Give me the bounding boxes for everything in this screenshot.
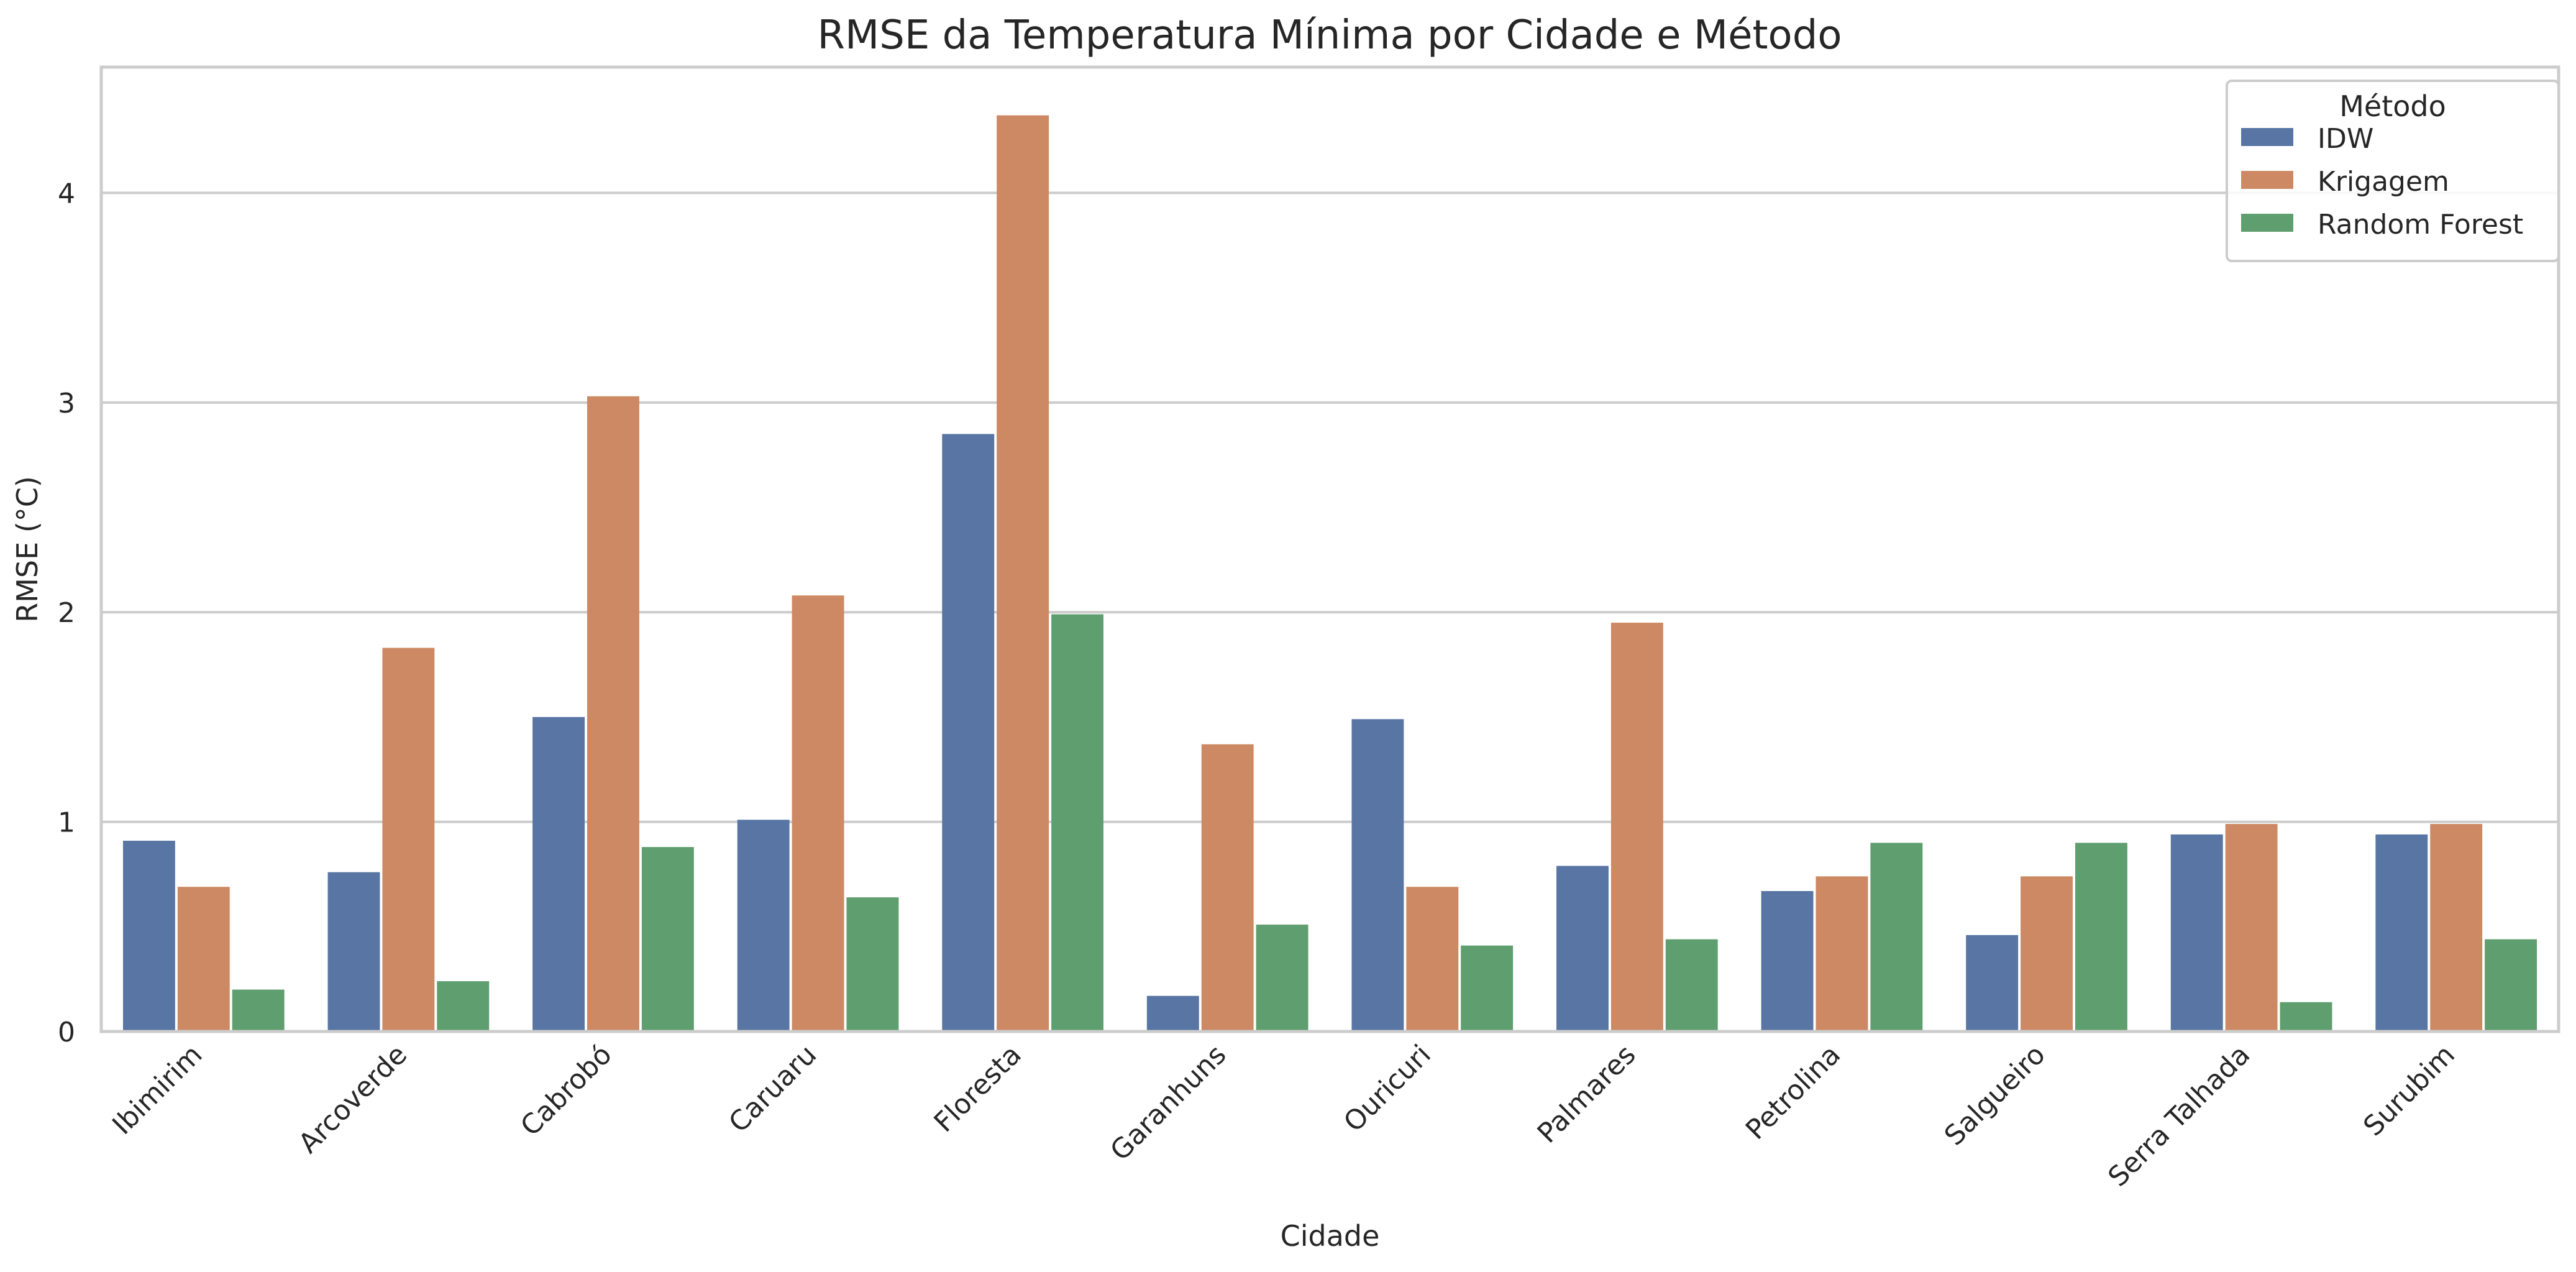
bar-idw — [1761, 890, 1814, 1032]
legend-items: IDW Krigagem Random Forest — [2241, 123, 2523, 240]
y-tick-label: 1 — [58, 807, 75, 839]
y-tick-label: 2 — [58, 597, 75, 629]
bar-krigagem — [1610, 623, 1663, 1032]
bar-krigagem — [1201, 744, 1254, 1032]
bar-idw — [532, 716, 585, 1032]
legend-entry-label: Random Forest — [2318, 209, 2523, 240]
plot-frame — [99, 65, 2560, 1033]
x-axis-label: Cidade — [1281, 1219, 1380, 1253]
bar-krigagem — [2021, 876, 2073, 1032]
bar-idw — [1966, 935, 2019, 1032]
bar-krigagem — [2225, 823, 2278, 1032]
bar-idw — [327, 872, 380, 1032]
legend-swatch — [2241, 128, 2293, 146]
bar-random-forest — [1461, 945, 1514, 1032]
y-axis-label: RMSE (°C) — [11, 476, 44, 623]
bar-krigagem — [1816, 876, 1868, 1032]
chart-title: RMSE da Temperatura Mínima por Cidade e … — [818, 12, 1842, 58]
y-tick-label: 0 — [58, 1017, 75, 1048]
bar-idw — [122, 840, 175, 1032]
legend-box — [2226, 80, 2560, 262]
bar-idw — [1146, 995, 1199, 1032]
bar-krigagem — [1406, 887, 1459, 1032]
legend-swatch — [2241, 214, 2293, 232]
bar-random-forest — [1665, 939, 1718, 1032]
legend-swatch — [2241, 171, 2293, 189]
bars — [122, 115, 2537, 1032]
bar-idw — [737, 820, 790, 1032]
bar-idw — [942, 434, 995, 1032]
bar-random-forest — [846, 897, 899, 1032]
bar-random-forest — [1051, 614, 1103, 1032]
legend: Método IDW Krigagem Random Forest — [2226, 80, 2560, 262]
bar-krigagem — [2430, 823, 2483, 1032]
bar-random-forest — [1256, 924, 1309, 1032]
bar-random-forest — [232, 989, 285, 1032]
bar-krigagem — [792, 595, 844, 1032]
bar-random-forest — [437, 981, 490, 1032]
bar-krigagem — [587, 396, 639, 1032]
bar-krigagem — [177, 887, 230, 1032]
legend-entry-label: IDW — [2318, 123, 2373, 155]
legend-entry-label: Krigagem — [2318, 166, 2449, 198]
bar-idw — [2170, 834, 2223, 1032]
bar-random-forest — [2075, 843, 2127, 1032]
legend-title: Método — [2339, 89, 2446, 123]
bar-krigagem — [382, 647, 435, 1032]
bar-krigagem — [997, 115, 1049, 1032]
bar-random-forest — [641, 847, 694, 1032]
bar-random-forest — [1870, 843, 1923, 1032]
bar-random-forest — [2485, 939, 2537, 1032]
y-tick-label: 4 — [58, 178, 75, 209]
y-tick-label: 3 — [58, 388, 75, 419]
bar-idw — [1556, 866, 1609, 1032]
y-axis-ticks: 0 1 2 3 4 — [58, 178, 75, 1048]
bar-idw — [1351, 719, 1404, 1032]
bar-idw — [2375, 834, 2428, 1032]
bar-random-forest — [2280, 1002, 2332, 1032]
